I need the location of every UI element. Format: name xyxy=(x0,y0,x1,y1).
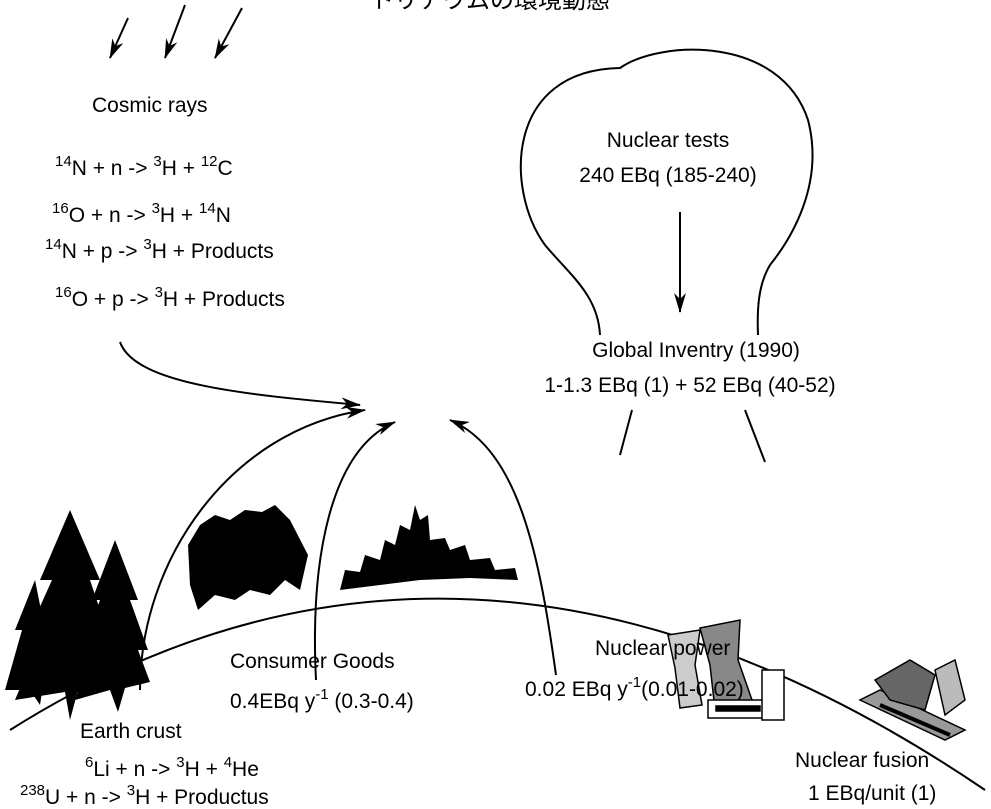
superscript: 14 xyxy=(199,200,216,217)
nuclear-tests-label: Nuclear tests xyxy=(607,129,730,152)
ray-arrow xyxy=(214,7,243,59)
global-inventory-amount: 1-1.3 EBq (1) + 52 EBq (40-52) xyxy=(544,374,835,397)
ground xyxy=(9,597,986,791)
arrow xyxy=(313,421,396,681)
arrow xyxy=(449,419,557,676)
ray-arrow xyxy=(109,17,129,59)
title: トリチウムの環境動態 xyxy=(370,0,610,14)
reaction: 14N + n -> 3H + 12C xyxy=(55,153,233,180)
superscript: -1 xyxy=(315,686,328,703)
text-part: C xyxy=(218,157,233,180)
nuclear-tests-amount: 240 EBq (185-240) xyxy=(579,164,756,187)
text-part: H + xyxy=(160,204,199,227)
text-part: H + Productus xyxy=(135,786,269,809)
reaction: 14N + p -> 3H + Products xyxy=(45,236,274,263)
text-part: N + p -> xyxy=(62,240,144,263)
nuclear-power-amount: 0.02 EBq y-1(0.01-0.02) xyxy=(525,674,744,701)
text-part: 0.4EBq y xyxy=(230,690,316,713)
superscript: 3 xyxy=(143,236,151,253)
cloud-stem xyxy=(619,409,766,463)
superscript: 3 xyxy=(152,200,160,217)
text-part: Li + n -> xyxy=(93,758,176,781)
reaction: 238U + n -> 3H + Productus xyxy=(20,782,269,809)
text-part: H + Products xyxy=(163,288,285,311)
text-part: N xyxy=(216,204,231,227)
superscript: 14 xyxy=(55,153,72,170)
superscript: 16 xyxy=(52,200,69,217)
superscript: 3 xyxy=(176,754,184,771)
text-part: N + n -> xyxy=(72,157,154,180)
superscript: -1 xyxy=(628,674,641,691)
nuclear-power-label: Nuclear power xyxy=(595,637,730,660)
mushroom-cloud xyxy=(519,48,814,336)
cosmic-rays-label: Cosmic rays xyxy=(92,94,208,117)
consumer-goods-amount: 0.4EBq y-1 (0.3-0.4) xyxy=(230,686,414,713)
people xyxy=(188,505,308,610)
superscript: 3 xyxy=(153,153,161,170)
text-part: O + n -> xyxy=(69,204,152,227)
power-plant xyxy=(667,619,785,721)
text-part: H + xyxy=(162,157,201,180)
text-part: U + n -> xyxy=(45,786,127,809)
superscript: 12 xyxy=(201,153,218,170)
consumer-goods-label: Consumer Goods xyxy=(230,650,395,673)
text-part: He xyxy=(232,758,259,781)
superscript: 3 xyxy=(155,284,163,301)
global-inventory-label: Global Inventry (1990) xyxy=(592,339,800,362)
superscript: 14 xyxy=(45,236,62,253)
superscript: 238 xyxy=(20,782,45,799)
text-part: H + xyxy=(185,758,224,781)
text-part: 0.02 EBq y xyxy=(525,678,628,701)
arrow xyxy=(119,341,361,410)
reaction: 16O + p -> 3H + Products xyxy=(55,284,285,311)
nuclear-fusion-label: Nuclear fusion xyxy=(795,749,929,772)
ray-arrow xyxy=(164,4,186,59)
superscript: 6 xyxy=(85,754,93,771)
city xyxy=(340,505,518,590)
arrow xyxy=(139,406,366,691)
reaction: 6Li + n -> 3H + 4He xyxy=(85,754,259,781)
text-part: H + Products xyxy=(152,240,274,263)
fusion-reactor xyxy=(858,658,967,741)
superscript: 4 xyxy=(224,754,232,771)
text-part: (0.3-0.4) xyxy=(329,690,414,713)
superscript: 16 xyxy=(55,284,72,301)
superscript: 3 xyxy=(127,782,135,799)
trees xyxy=(5,510,150,720)
reaction: 16O + n -> 3H + 14N xyxy=(52,200,231,227)
text-part: (0.01-0.02) xyxy=(641,678,744,701)
nuclear-fusion-amount: 1 EBq/unit (1) xyxy=(808,782,936,805)
text-part: O + p -> xyxy=(72,288,155,311)
earth-crust-label: Earth crust xyxy=(80,720,182,743)
